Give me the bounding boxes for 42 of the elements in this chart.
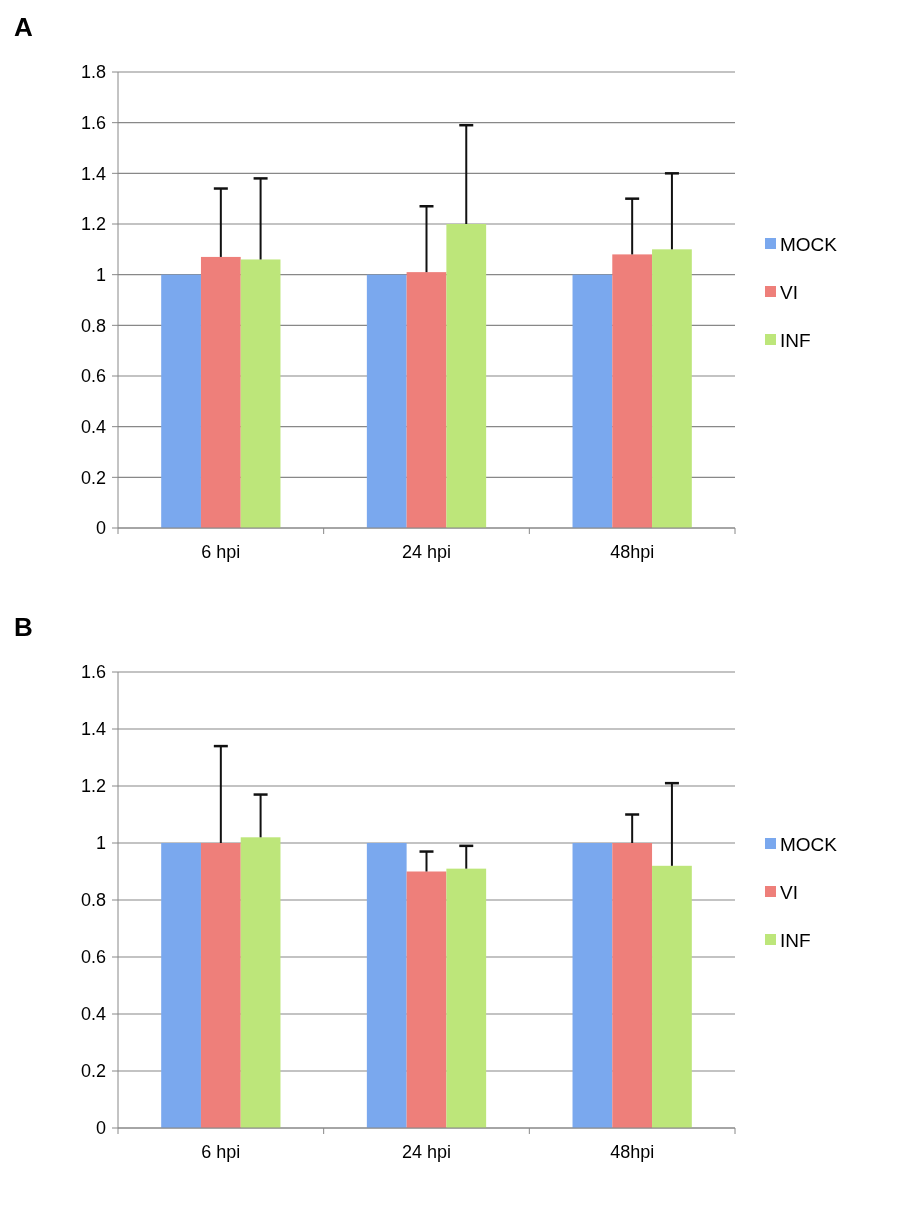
y-tick-label: 1.6	[80, 662, 106, 683]
bar	[200, 256, 241, 528]
x-tick-label: 48hpi	[610, 1142, 655, 1162]
bar	[406, 272, 447, 528]
bar	[240, 259, 281, 528]
bar	[612, 254, 653, 528]
y-tick-label: 1.8	[80, 62, 106, 83]
y-tick-label: 0.8	[80, 315, 106, 336]
legend-label: MOCK	[780, 233, 838, 255]
x-tick-label: 48hpi	[610, 542, 655, 562]
bar	[161, 274, 201, 528]
legend-label: VI	[780, 281, 798, 303]
y-tick-label: 1	[95, 833, 106, 854]
bar	[446, 224, 487, 528]
y-tick-label: 0	[95, 518, 106, 539]
bar	[366, 274, 407, 528]
x-tick-label: 6 hpi	[201, 542, 241, 562]
chart-title: A	[14, 12, 33, 42]
x-tick-label: 6 hpi	[201, 1142, 241, 1162]
x-tick-label: 24 hpi	[401, 542, 452, 562]
y-tick-label: 1.2	[80, 214, 106, 235]
bar	[652, 249, 692, 528]
chart-title: B	[14, 612, 33, 642]
y-tick-label: 1.2	[80, 776, 106, 797]
legend-label: MOCK	[780, 833, 838, 855]
y-tick-label: 0.2	[80, 467, 106, 488]
y-tick-label: 1.4	[80, 719, 106, 740]
legend-label: INF	[780, 929, 811, 951]
y-tick-label: 1	[95, 264, 106, 285]
legend-label: INF	[780, 329, 811, 351]
y-tick-label: 0.6	[80, 947, 106, 968]
legend-label: VI	[780, 881, 798, 903]
y-tick-label: 0	[95, 1118, 106, 1139]
y-tick-label: 0.8	[80, 890, 106, 911]
y-tick-label: 1.4	[80, 163, 106, 184]
x-tick-label: 24 hpi	[401, 1142, 452, 1162]
y-tick-label: 0.6	[80, 366, 106, 387]
y-tick-label: 0.4	[80, 1004, 106, 1025]
y-tick-label: 0.4	[80, 416, 106, 437]
y-tick-label: 0.2	[80, 1061, 106, 1082]
bar	[572, 274, 613, 528]
y-tick-label: 1.6	[80, 112, 106, 133]
